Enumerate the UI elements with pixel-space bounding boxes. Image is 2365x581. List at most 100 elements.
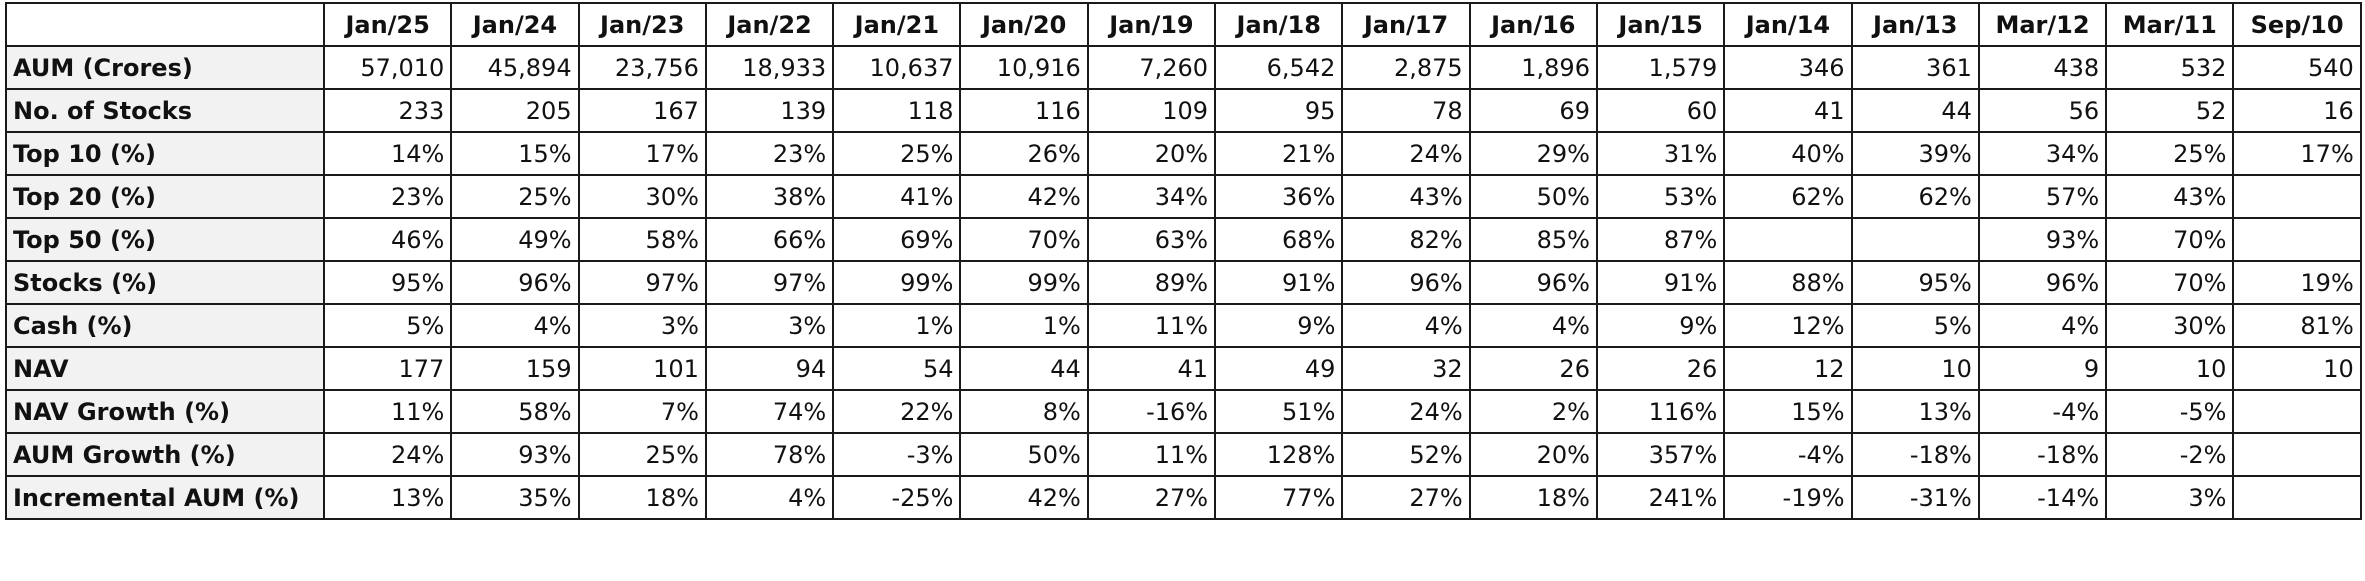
table-cell: 62% <box>1723 174 1853 219</box>
table-cell: 35% <box>450 475 580 520</box>
table-cell: 49% <box>450 217 580 262</box>
table-cell: 69 <box>1468 88 1598 133</box>
table-cell: 63% <box>1086 217 1217 262</box>
column-header: Jan/25 <box>322 2 453 47</box>
table-cell: 357% <box>1595 432 1726 477</box>
fund-statistics-table: Jan/25 Jan/24 Jan/23 Jan/22 Jan/21 Jan/2… <box>5 2 2362 520</box>
table-cell: 77% <box>1214 475 1344 520</box>
table-cell: 17% <box>2232 131 2362 176</box>
table-cell: 97% <box>577 260 707 305</box>
table-cell: 233 <box>322 88 453 133</box>
table-cell <box>2232 217 2362 262</box>
table-cell: 14% <box>322 131 453 176</box>
table-cell: 88% <box>1723 260 1853 305</box>
table-cell: 540 <box>2232 45 2362 90</box>
table-cell: 66% <box>704 217 835 262</box>
row-label: AUM (Crores) <box>5 45 325 90</box>
table-cell: 56 <box>1977 88 2108 133</box>
table-cell: 97% <box>704 260 835 305</box>
table-row: AUM Growth (%) 24% 93% 25% 78% -3% 50% 11% 128% 5… <box>5 432 2362 477</box>
column-header: Jan/15 <box>1595 2 1726 47</box>
table-cell: 4% <box>1468 303 1598 348</box>
column-header: Jan/16 <box>1468 2 1598 47</box>
corner-cell <box>5 2 325 47</box>
table-cell: 53% <box>1595 174 1726 219</box>
table-cell: 91% <box>1595 260 1726 305</box>
data-sheet: Jan/25 Jan/24 Jan/23 Jan/22 Jan/21 Jan/2… <box>5 2 2362 569</box>
table-cell: 9 <box>1977 346 2108 391</box>
table-cell: 167 <box>577 88 707 133</box>
table-cell: 1,579 <box>1595 45 1726 90</box>
table-cell: 30% <box>577 174 707 219</box>
table-row: NAV Growth (%) 11% 58% 7% 74% 22% 8% -16% 51% 24%… <box>5 389 2362 434</box>
column-header: Jan/18 <box>1214 2 1344 47</box>
column-header: Jan/19 <box>1086 2 1217 47</box>
table-cell: 116 <box>959 88 1089 133</box>
table-cell: 23% <box>704 131 835 176</box>
table-row: NAV 177 159 101 94 54 44 41 49 32 26 26 12 10 9 10 10 <box>5 346 2362 391</box>
table-cell: 20% <box>1086 131 1217 176</box>
table-cell: 101 <box>577 346 707 391</box>
table-cell <box>1723 217 1853 262</box>
table-cell: 26% <box>959 131 1089 176</box>
row-label: Stocks (%) <box>5 260 325 305</box>
table-cell: 2,875 <box>1341 45 1471 90</box>
table-cell: 49 <box>1214 346 1344 391</box>
row-label: Top 10 (%) <box>5 131 325 176</box>
table-cell: 241% <box>1595 475 1726 520</box>
table-cell: 8% <box>959 389 1089 434</box>
table-cell: 38% <box>704 174 835 219</box>
table-cell: 26 <box>1595 346 1726 391</box>
table-cell: 25% <box>577 432 707 477</box>
table-cell: 116% <box>1595 389 1726 434</box>
table-cell: -25% <box>832 475 962 520</box>
table-cell: 10 <box>1850 346 1980 391</box>
table-cell: 96% <box>1977 260 2108 305</box>
table-cell: 43% <box>2105 174 2235 219</box>
table-cell: 12% <box>1723 303 1853 348</box>
table-cell: 18,933 <box>704 45 835 90</box>
table-row: Top 10 (%) 14% 15% 17% 23% 25% 26% 20% 21% 24% 29%… <box>5 131 2362 176</box>
table-cell: 41% <box>832 174 962 219</box>
table-cell: 58% <box>577 217 707 262</box>
table-cell: 70% <box>2105 260 2235 305</box>
table-cell: 6,542 <box>1214 45 1344 90</box>
table-cell: 3% <box>704 303 835 348</box>
table-cell: 23% <box>322 174 453 219</box>
table-cell: 95% <box>1850 260 1980 305</box>
table-cell: 346 <box>1723 45 1853 90</box>
table-row: Stocks (%) 95% 96% 97% 97% 99% 99% 89% 91% 96% 96%… <box>5 260 2362 305</box>
table-cell: 1% <box>832 303 962 348</box>
table-cell: 10,916 <box>959 45 1089 90</box>
table-cell: 42% <box>959 475 1089 520</box>
table-cell: 13% <box>1850 389 1980 434</box>
table-cell: 51% <box>1214 389 1344 434</box>
table-cell: 43% <box>1341 174 1471 219</box>
table-cell: 57% <box>1977 174 2108 219</box>
column-header: Jan/24 <box>450 2 580 47</box>
table-cell: 24% <box>1341 131 1471 176</box>
row-label: No. of Stocks <box>5 88 325 133</box>
table-cell: 85% <box>1468 217 1598 262</box>
table-cell: 24% <box>322 432 453 477</box>
table-cell: 69% <box>832 217 962 262</box>
table-cell: 7% <box>577 389 707 434</box>
table-cell: 13% <box>322 475 453 520</box>
table-cell: 4% <box>450 303 580 348</box>
table-cell: 46% <box>322 217 453 262</box>
table-cell: 70% <box>959 217 1089 262</box>
table-cell: 82% <box>1341 217 1471 262</box>
table-cell: 95% <box>322 260 453 305</box>
table-cell: 11% <box>1086 303 1217 348</box>
table-cell: 20% <box>1468 432 1598 477</box>
column-header: Jan/17 <box>1341 2 1471 47</box>
table-cell: 74% <box>704 389 835 434</box>
table-cell: 81% <box>2232 303 2362 348</box>
table-cell: 109 <box>1086 88 1217 133</box>
table-cell: 95 <box>1214 88 1344 133</box>
table-cell: 34% <box>1977 131 2108 176</box>
column-header: Jan/21 <box>832 2 962 47</box>
table-cell: 139 <box>704 88 835 133</box>
column-header: Jan/22 <box>704 2 835 47</box>
column-header: Jan/14 <box>1723 2 1853 47</box>
